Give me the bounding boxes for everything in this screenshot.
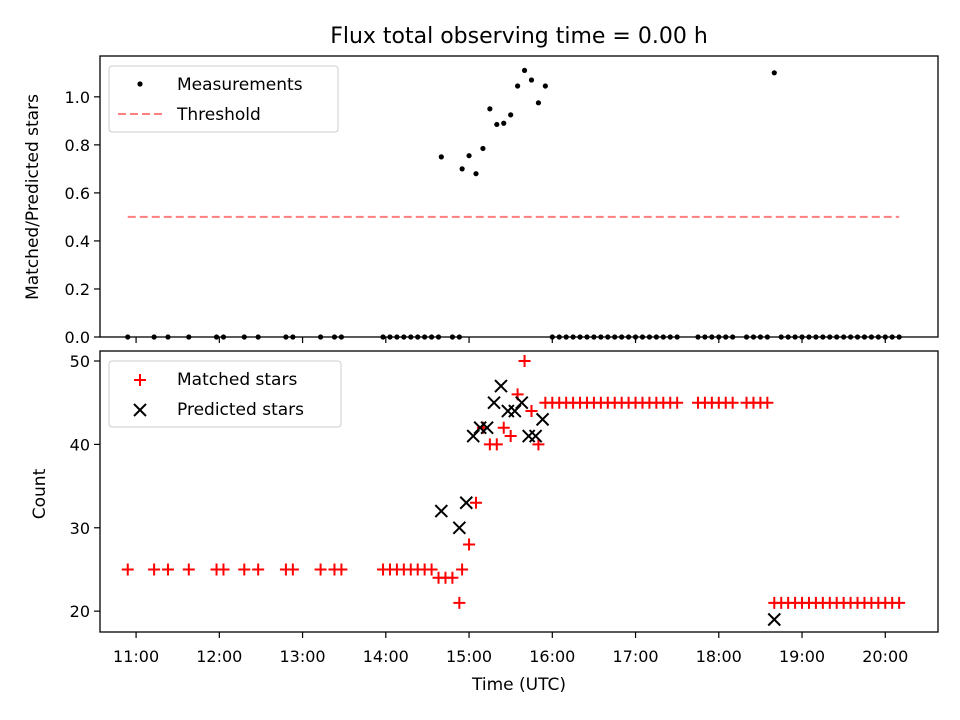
bottom-y-tick-label: 20 (70, 602, 90, 621)
top-y-tick-label: 0.2 (65, 280, 90, 299)
measurement-point (521, 67, 528, 74)
legend-matched-marker (134, 374, 146, 386)
legend-matched-label: Matched stars (177, 370, 297, 390)
top-y-tick-label: 0.0 (65, 328, 90, 347)
matched-star-point (490, 438, 503, 451)
bottom-plot-area: 20 30 40 50 11:00 12:00 13:00 14:00 15:00 16:00 17… (70, 352, 909, 666)
matched-star-point (893, 596, 906, 609)
x-tick-label: 20:00 (862, 647, 908, 666)
bottom-legend: Matched stars Predicted stars (108, 360, 342, 428)
measurement-point (771, 70, 777, 76)
matched-star-point (453, 596, 466, 609)
measurement-point (466, 153, 472, 159)
measurement-point (515, 83, 521, 89)
x-tick-label: 18:00 (696, 647, 742, 666)
bottom-y-tick-label: 50 (70, 352, 90, 371)
matched-star-point (148, 563, 161, 576)
predicted-star-point (487, 395, 501, 410)
matched-star-point (238, 563, 251, 576)
x-tick-label: 17:00 (612, 647, 658, 666)
matched-star-point (182, 563, 195, 576)
predicted-star-point (515, 395, 529, 410)
measurement-point (528, 77, 535, 83)
measurement-point (508, 112, 514, 118)
measurement-point (438, 154, 444, 160)
bottom-axes-frame (99, 350, 939, 633)
top-y-tick-label: 1.0 (65, 88, 90, 107)
matched-star-point (425, 563, 438, 576)
legend-predicted-marker (133, 403, 147, 417)
matched-star-point (518, 355, 531, 368)
top-y-tick-label: 0.6 (65, 184, 90, 203)
matched-star-point (469, 496, 482, 509)
top-legend-box (108, 65, 339, 133)
matched-star-point (121, 563, 134, 576)
predicted-star-point (528, 429, 543, 443)
x-tick-label: 14:00 (363, 647, 409, 666)
measurement-point (535, 100, 542, 106)
predicted-star-point (535, 412, 550, 427)
top-y-tick-label: 0.4 (65, 232, 90, 251)
top-panel: Flux total observing time = 0.00 h 0.00.… (23, 24, 939, 347)
matched-star-point (252, 563, 265, 576)
predicted-star-point (480, 421, 494, 435)
matched-star-point (217, 563, 230, 576)
matched-star-point (671, 396, 684, 409)
bottom-y-tick-label: 30 (70, 519, 90, 538)
x-axis-label: Time (UTC) (471, 675, 566, 695)
measurement-point (480, 145, 486, 152)
x-tick-label: 11:00 (113, 647, 159, 666)
x-tick-label: 12:00 (196, 647, 242, 666)
legend-predicted-label: Predicted stars (177, 400, 304, 420)
matched-star-point (286, 563, 299, 576)
top-legend: Measurements Threshold (108, 65, 339, 133)
matched-star-point (532, 438, 545, 451)
predicted-star-point (494, 379, 508, 393)
matched-star-point (456, 563, 469, 576)
x-tick-label: 15:00 (446, 647, 492, 666)
bottom-y-tick-label: 40 (70, 435, 90, 454)
matched-star-point (504, 430, 517, 443)
matched-star-point (161, 563, 174, 576)
matched-star-point (446, 571, 459, 584)
matched-star-point (497, 421, 510, 434)
matched-star-point (335, 563, 348, 576)
top-plot-area: 0.0 0.2 0.4 0.6 0.8 1.0 (65, 67, 902, 347)
measurement-point (494, 121, 500, 128)
bottom-y-axis-label: Count (30, 468, 50, 519)
x-tick-label: 16:00 (529, 647, 575, 666)
measurement-point (459, 166, 465, 172)
measurement-point (473, 171, 479, 177)
predicted-star-point (434, 504, 449, 518)
matched-star-point (726, 396, 739, 409)
matched-star-point (314, 563, 327, 576)
x-tick-label: 13:00 (280, 647, 326, 666)
matched-star-point (761, 396, 774, 409)
predicted-star-point (459, 496, 473, 510)
top-axes-frame (99, 55, 939, 338)
top-y-axis-label: Matched/Predicted stars (23, 94, 43, 300)
legend-threshold-label: Threshold (176, 105, 261, 125)
measurement-point (487, 106, 493, 112)
predicted-star-point (767, 612, 781, 627)
measurement-point (542, 83, 548, 89)
legend-measurements-marker (137, 81, 143, 87)
bottom-panel: 20 30 40 50 11:00 12:00 13:00 14:00 15:00 16:00 17… (30, 350, 939, 695)
matched-star-point (463, 538, 476, 551)
top-panel-title: Flux total observing time = 0.00 h (330, 24, 708, 49)
bottom-legend-box (108, 360, 342, 428)
measurement-point (501, 120, 507, 126)
predicted-star-point (452, 521, 467, 535)
matched-star-point (525, 405, 538, 418)
legend-measurements-label: Measurements (177, 75, 303, 95)
top-y-tick-label: 0.8 (65, 136, 90, 155)
x-tick-label: 19:00 (779, 647, 825, 666)
